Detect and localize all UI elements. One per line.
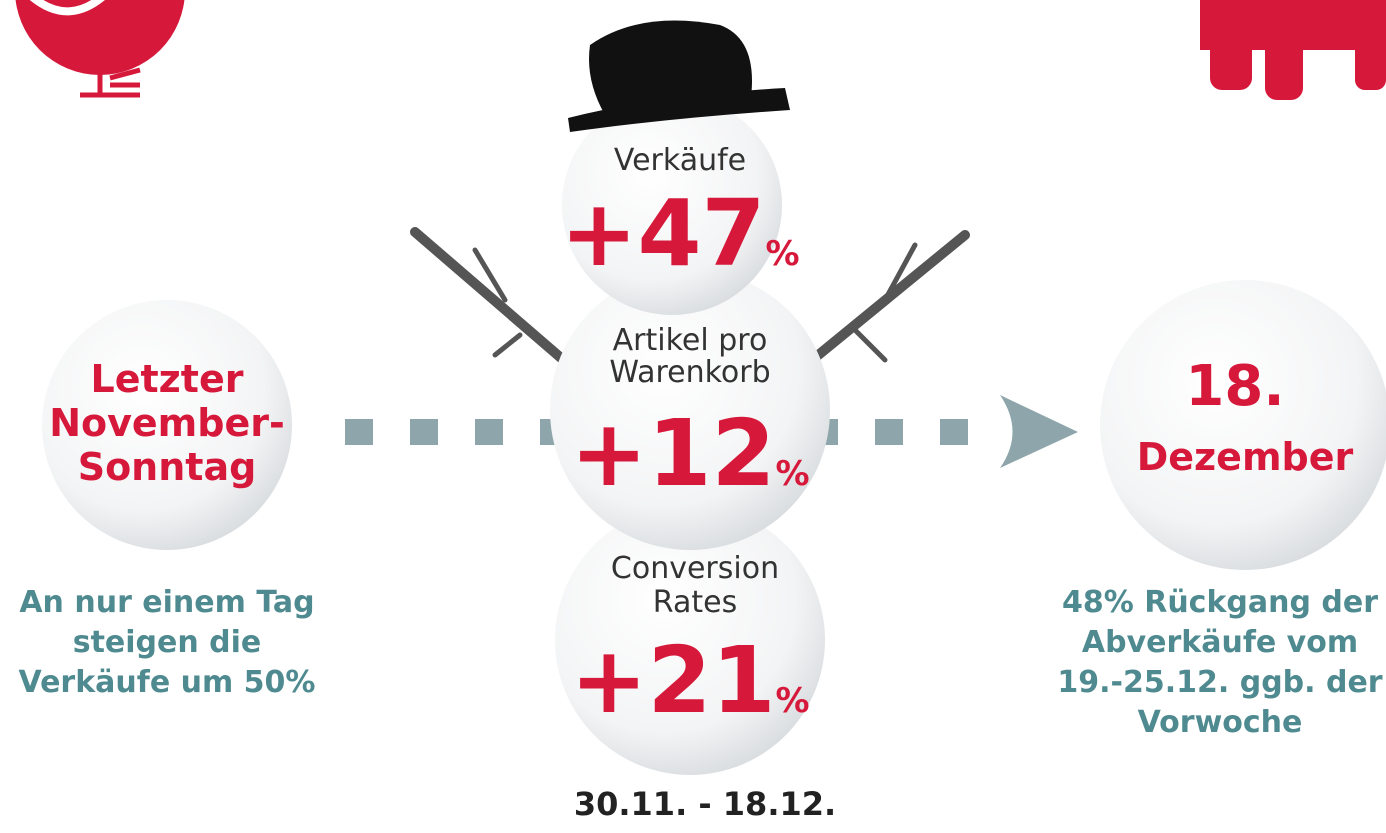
right-caption: 19.-25.12. ggb. der — [1057, 665, 1382, 700]
right-caption: 48% Rückgang der — [1062, 585, 1378, 620]
value: +12 — [570, 400, 775, 507]
right-label: Dezember — [1137, 435, 1354, 479]
ball-label: Verkäufe — [614, 143, 746, 178]
infographic: Letzter November- Sonntag An nur einem T… — [0, 0, 1386, 833]
left-label: Sonntag — [78, 445, 257, 489]
bird-decoration — [15, 0, 185, 95]
ball-label: Warenkorb — [609, 355, 770, 390]
ball-value: +21% — [570, 627, 809, 734]
left-caption: Verkäufe um 50% — [19, 665, 316, 700]
right-caption: Vorwoche — [1138, 705, 1303, 740]
left-label: Letzter — [91, 357, 244, 401]
ball-label: Conversion — [611, 551, 779, 586]
unit: % — [776, 454, 810, 494]
unit: % — [776, 681, 810, 721]
left-caption: An nur einem Tag — [19, 585, 314, 620]
right-caption: Abverkäufe vom — [1082, 625, 1358, 660]
left-caption: steigen die — [73, 625, 262, 660]
ball-label: Artikel pro — [613, 323, 768, 358]
ball-label: Rates — [653, 585, 737, 620]
value: +47 — [560, 180, 765, 287]
ball-value: +12% — [570, 400, 809, 507]
value: +21 — [570, 627, 775, 734]
left-label: November- — [49, 401, 285, 445]
reindeer-decoration — [1200, 0, 1386, 100]
right-label: 18. — [1185, 354, 1284, 419]
unit: % — [766, 234, 800, 274]
period: 30.11. - 18.12. — [574, 785, 836, 823]
snowman-hat — [568, 21, 790, 133]
ball-value: +47% — [560, 180, 799, 287]
